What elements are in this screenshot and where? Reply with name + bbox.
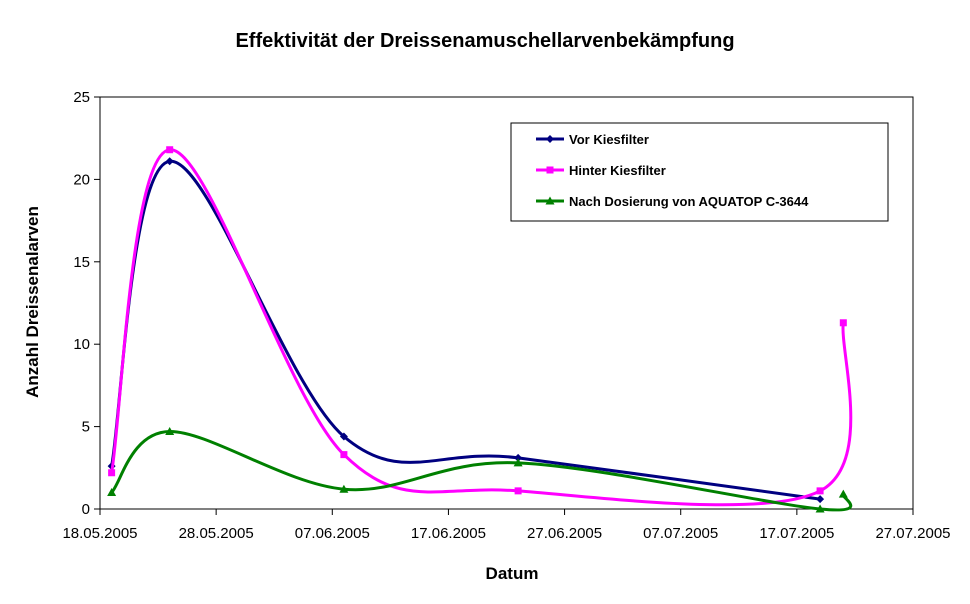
series-3: [107, 427, 853, 513]
data-point: [816, 495, 825, 504]
x-tick-label: 28.05.2005: [179, 525, 254, 542]
data-point: [815, 504, 825, 513]
data-point: [838, 489, 848, 498]
y-tick-label: 25: [73, 89, 90, 106]
legend-marker: [546, 166, 554, 174]
legend-item: Hinter Kiesfilter: [536, 163, 666, 178]
data-point: [514, 453, 523, 462]
data-point: [339, 432, 348, 441]
x-axis-label: Datum: [486, 564, 539, 583]
legend: Vor Kiesfilter Hinter Kiesfilter Nach Dosi…: [510, 122, 889, 222]
y-tick-label: 20: [73, 171, 90, 188]
y-tick-label: 5: [82, 419, 90, 436]
data-point: [166, 146, 174, 154]
data-point: [839, 319, 847, 327]
legend-box: [510, 122, 889, 222]
x-tick-label: 17.06.2005: [411, 525, 486, 542]
series-layer: [107, 146, 853, 513]
data-point: [107, 488, 117, 497]
legend-label: Vor Kiesfilter: [569, 132, 649, 147]
y-axis: 0 5 10 15 20 25: [73, 89, 100, 518]
data-point: [108, 469, 116, 477]
data-point: [165, 157, 174, 166]
data-point: [514, 487, 522, 495]
y-axis-label: Anzahl Dreissenalarven: [23, 206, 42, 398]
x-tick-label: 27.06.2005: [527, 525, 602, 542]
x-tick-label: 07.06.2005: [295, 525, 370, 542]
chart-title: Effektivität der Dreissenamuschellarvenb…: [235, 30, 734, 52]
data-point: [339, 484, 349, 493]
y-tick-label: 10: [73, 336, 90, 353]
y-tick-label: 15: [73, 254, 90, 271]
legend-marker: [546, 135, 554, 143]
x-tick-label: 17.07.2005: [759, 525, 834, 542]
data-point: [340, 451, 348, 459]
x-tick-label: 27.07.2005: [875, 525, 950, 542]
data-point: [816, 487, 824, 495]
x-tick-label: 07.07.2005: [643, 525, 718, 542]
legend-label: Hinter Kiesfilter: [569, 163, 666, 178]
y-tick-label: 0: [82, 501, 90, 518]
data-point: [165, 427, 175, 436]
data-point: [513, 458, 523, 467]
legend-item: Nach Dosierung von AQUATOP C-3644: [536, 194, 809, 209]
legend-item: Vor Kiesfilter: [536, 132, 649, 147]
legend-label: Nach Dosierung von AQUATOP C-3644: [569, 194, 809, 209]
x-axis: 18.05.2005 28.05.2005 07.06.2005 17.06.2005…: [62, 509, 951, 542]
x-tick-label: 18.05.2005: [62, 525, 137, 542]
legend-marker: [545, 196, 555, 205]
